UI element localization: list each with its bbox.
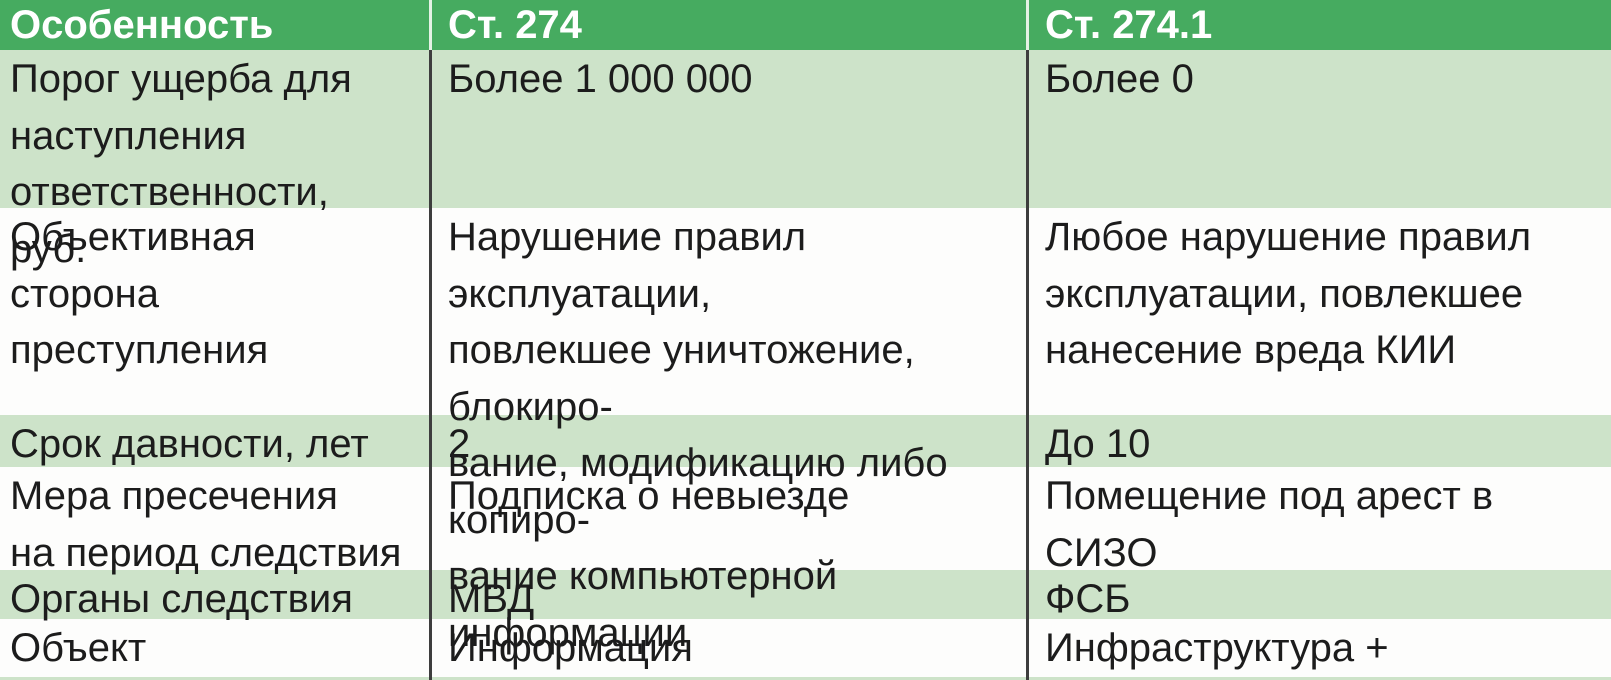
art-274-cell: Более 1 000 000 [429,50,1026,277]
table-bottom-edge [0,677,1611,680]
art-274-1-cell: Помещение под арест в СИЗО [1026,467,1611,581]
art-274-1-cell: Инфраструктура + информация [1026,619,1611,680]
art-274-1-cell: До 10 [1026,415,1611,473]
feature-cell: Срок давности, лет [10,422,369,466]
feature-cell: Порог ущерба для наступления ответственн… [10,57,352,271]
art-274-1-cell: Более 0 [1026,50,1611,277]
art-274-cell: Информация [429,619,1026,680]
art-274-cell: Нарушение правил эксплуатации, повлекшее… [429,208,1026,661]
feature-cell: Объект преступления [10,626,147,670]
feature-cell: Объективная сторона преступления [10,215,269,372]
art-274-cell: 2 [429,415,1026,473]
column-header-feature: Особенность [10,3,274,47]
art-274-cell: МВД [429,570,1026,628]
table-row-crime-object: Объект преступления Информация Инфрастру… [0,619,1611,680]
column-header-art-274-1: Ст. 274.1 [1026,0,1611,50]
table-row-limitation-period: Срок давности, лет 2 До 10 [0,415,1611,473]
table-row-restraint-measure: Мера пресечения на период следствия Подп… [0,467,1611,581]
table-header-row: Особенность Ст. 274 Ст. 274.1 [0,0,1611,50]
column-header-art-274: Ст. 274 [429,0,1026,50]
art-274-1-cell: Любое нарушение правил эксплуатации, пов… [1026,208,1611,661]
feature-cell: Мера пресечения на период следствия [10,474,402,575]
feature-cell: Органы следствия [10,577,353,621]
table-row-damage-threshold: Порог ущерба для наступления ответственн… [0,50,1611,277]
table-row-objective-side: Объективная сторона преступления Нарушен… [0,208,1611,661]
art-274-1-cell: ФСБ [1026,570,1611,628]
table-row-investigation-bodies: Органы следствия МВД ФСБ [0,570,1611,628]
art-274-cell: Подписка о невыезде [429,467,1026,581]
